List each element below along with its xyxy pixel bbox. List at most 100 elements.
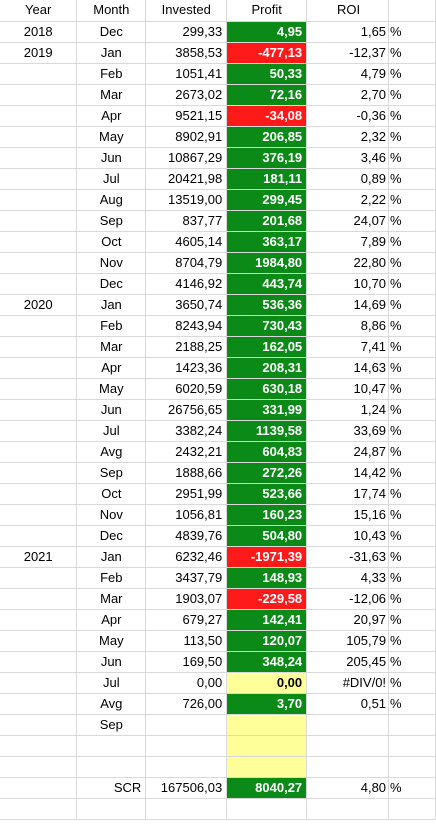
month-cell[interactable]: Feb <box>76 63 147 85</box>
roi-cell[interactable]: 14,63 <box>306 357 390 379</box>
profit-cell[interactable]: -34,08 <box>226 105 308 127</box>
profit-cell[interactable]: 1984,80 <box>226 252 308 274</box>
roi-cell[interactable] <box>306 735 390 757</box>
profit-cell[interactable]: 443,74 <box>226 273 308 295</box>
invested-cell[interactable]: 1423,36 <box>145 357 228 379</box>
invested-cell[interactable] <box>145 735 228 757</box>
roi-cell[interactable]: 20,97 <box>306 609 390 631</box>
year-cell[interactable] <box>0 168 78 190</box>
month-cell[interactable]: Jul <box>76 168 147 190</box>
year-cell[interactable]: 2021 <box>0 546 78 568</box>
profit-cell[interactable]: -1971,39 <box>226 546 308 568</box>
profit-cell[interactable]: 148,93 <box>226 567 308 589</box>
month-cell[interactable]: Apr <box>76 609 147 631</box>
year-cell[interactable]: 2018 <box>0 21 78 43</box>
invested-cell[interactable]: 2188,25 <box>145 336 228 358</box>
profit-cell[interactable]: 272,26 <box>226 462 308 484</box>
percent-cell[interactable]: % <box>388 567 436 589</box>
percent-cell[interactable]: % <box>388 525 436 547</box>
percent-cell[interactable]: % <box>388 42 436 64</box>
percent-cell[interactable]: % <box>388 630 436 652</box>
percent-cell[interactable]: % <box>388 504 436 526</box>
invested-cell[interactable]: 3382,24 <box>145 420 228 442</box>
percent-cell[interactable]: % <box>388 63 436 85</box>
percent-cell[interactable]: % <box>388 672 436 694</box>
profit-cell[interactable]: 120,07 <box>226 630 308 652</box>
invested-cell[interactable]: 20421,98 <box>145 168 228 190</box>
roi-cell[interactable]: 24,87 <box>306 441 390 463</box>
roi-cell[interactable]: 4,80 <box>306 777 390 799</box>
roi-cell[interactable]: -12,37 <box>306 42 390 64</box>
invested-cell[interactable]: 0,00 <box>145 672 228 694</box>
profit-cell[interactable]: 730,43 <box>226 315 308 337</box>
year-cell[interactable] <box>0 525 78 547</box>
month-cell[interactable]: Mar <box>76 84 147 106</box>
percent-cell[interactable]: % <box>388 462 436 484</box>
year-cell[interactable] <box>0 672 78 694</box>
month-cell[interactable]: Dec <box>76 525 147 547</box>
month-cell[interactable]: SCR <box>76 777 147 799</box>
profit-cell[interactable]: 299,45 <box>226 189 308 211</box>
roi-cell[interactable]: 10,43 <box>306 525 390 547</box>
profit-cell[interactable]: 50,33 <box>226 63 308 85</box>
invested-cell[interactable]: 6232,46 <box>145 546 228 568</box>
profit-cell[interactable]: 206,85 <box>226 126 308 148</box>
month-cell[interactable]: Sep <box>76 462 147 484</box>
year-cell[interactable] <box>0 189 78 211</box>
month-cell[interactable]: May <box>76 126 147 148</box>
year-cell[interactable] <box>0 567 78 589</box>
profit-cell[interactable]: 160,23 <box>226 504 308 526</box>
header-profit[interactable]: Profit <box>226 0 308 22</box>
month-cell[interactable]: May <box>76 378 147 400</box>
invested-cell[interactable]: 1888,66 <box>145 462 228 484</box>
month-cell[interactable]: Sep <box>76 210 147 232</box>
profit-cell[interactable]: 331,99 <box>226 399 308 421</box>
profit-cell[interactable]: 523,66 <box>226 483 308 505</box>
invested-cell[interactable]: 169,50 <box>145 651 228 673</box>
roi-cell[interactable]: 4,79 <box>306 63 390 85</box>
percent-cell[interactable]: % <box>388 147 436 169</box>
year-cell[interactable] <box>0 399 78 421</box>
invested-cell[interactable]: 837,77 <box>145 210 228 232</box>
month-cell[interactable]: Aug <box>76 189 147 211</box>
roi-cell[interactable]: 7,89 <box>306 231 390 253</box>
roi-cell[interactable]: 10,70 <box>306 273 390 295</box>
profit-cell[interactable]: 1139,58 <box>226 420 308 442</box>
year-cell[interactable] <box>0 252 78 274</box>
percent-cell[interactable]: % <box>388 378 436 400</box>
month-cell[interactable]: Sep <box>76 714 147 736</box>
roi-cell[interactable]: 0,89 <box>306 168 390 190</box>
invested-cell[interactable]: 2432,21 <box>145 441 228 463</box>
invested-cell[interactable]: 4605,14 <box>145 231 228 253</box>
profit-cell[interactable]: 348,24 <box>226 651 308 673</box>
month-cell[interactable]: Dec <box>76 21 147 43</box>
month-cell[interactable]: Jan <box>76 546 147 568</box>
percent-cell[interactable]: % <box>388 651 436 673</box>
invested-cell[interactable]: 6020,59 <box>145 378 228 400</box>
percent-cell[interactable]: % <box>388 483 436 505</box>
profit-cell[interactable] <box>226 714 308 736</box>
roi-cell[interactable]: 14,69 <box>306 294 390 316</box>
invested-cell[interactable]: 3437,79 <box>145 567 228 589</box>
roi-cell[interactable]: 15,16 <box>306 504 390 526</box>
year-cell[interactable] <box>0 105 78 127</box>
roi-cell[interactable]: 1,24 <box>306 399 390 421</box>
header-roi[interactable]: ROI <box>306 0 390 22</box>
percent-cell[interactable]: % <box>388 441 436 463</box>
invested-cell[interactable]: 1056,81 <box>145 504 228 526</box>
percent-cell[interactable]: % <box>388 693 436 715</box>
percent-cell[interactable]: % <box>388 21 436 43</box>
month-cell[interactable]: Apr <box>76 105 147 127</box>
roi-cell[interactable]: 17,74 <box>306 483 390 505</box>
percent-cell[interactable]: % <box>388 588 436 610</box>
roi-cell[interactable]: #DIV/0! <box>306 672 390 694</box>
profit-cell[interactable]: 4,95 <box>226 21 308 43</box>
year-cell[interactable] <box>0 483 78 505</box>
profit-cell[interactable] <box>226 735 308 757</box>
percent-cell[interactable]: % <box>388 231 436 253</box>
invested-cell[interactable]: 4839,76 <box>145 525 228 547</box>
invested-cell[interactable]: 8902,91 <box>145 126 228 148</box>
header-year[interactable]: Year <box>0 0 78 22</box>
profit-cell[interactable] <box>226 798 308 820</box>
year-cell[interactable] <box>0 714 78 736</box>
